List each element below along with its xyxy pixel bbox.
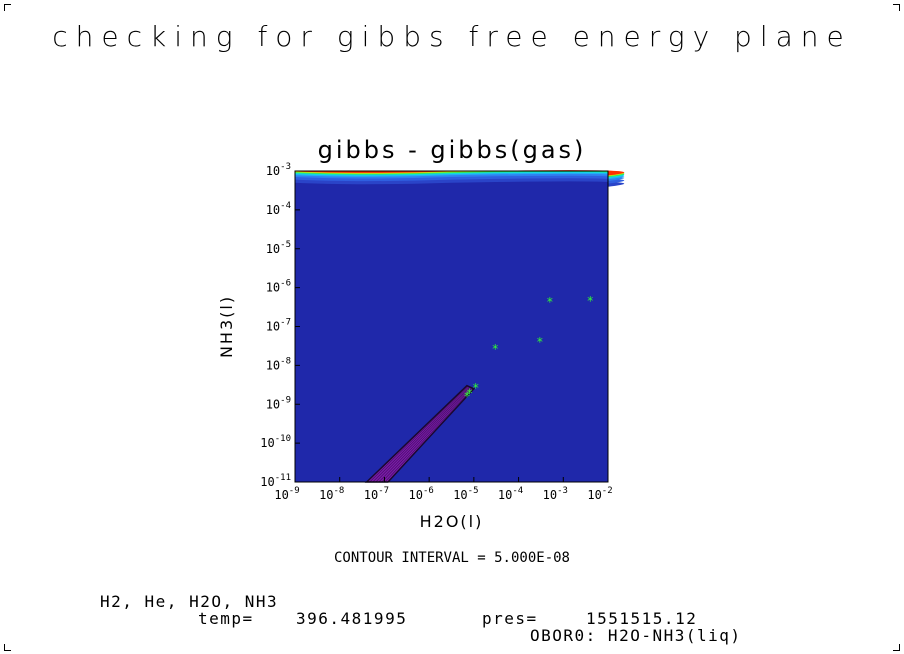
chart-title: gibbs - gibbs(gas) [317,136,587,164]
low-region-contour-line-4 [378,387,472,483]
marker-point-0: * [463,389,470,403]
y-axis-label: NH3(l) [217,295,236,358]
corner-mark-bottom-right [893,644,900,651]
x-tick-label-4: 10-5 [453,486,478,502]
x-tick-label-5: 10-4 [498,486,523,502]
y-tick-label-1: 10-10 [260,434,291,450]
low-region-contour-line-2 [372,386,470,483]
low-region-contour-line-5 [381,387,473,483]
y-tick-label-0: 10-11 [260,473,291,489]
x-tick-label-3: 10-6 [408,486,433,502]
corner-mark-top-left [4,4,11,11]
marker-point-2: * [472,381,479,395]
corner-mark-bottom-left [4,644,11,651]
x-tick-label-7: 10-2 [587,486,612,502]
marker-point-4: * [536,335,543,349]
low-region-contour-line-6 [384,388,474,483]
marker-point-1: * [466,387,473,401]
x-axis-label: H2O(l) [420,512,484,531]
marker-point-5: * [546,295,553,309]
low-region-contour-line-1 [369,385,469,483]
temperature-label: temp= [198,609,254,628]
x-tick-label-1: 10-8 [319,486,344,502]
y-tick-label-8: 10-3 [266,162,291,178]
low-region-contour-line-3 [375,386,471,483]
pressure-label: pres= [482,609,538,628]
page-title: checking for gibbs free energy plane [52,20,852,53]
y-tick-label-4: 10-7 [266,318,291,334]
plot-background [295,171,608,482]
x-tick-label-2: 10-7 [364,486,389,502]
y-tick-label-6: 10-5 [266,240,291,256]
corner-mark-top-right [893,4,900,11]
marker-point-6: * [587,294,594,308]
marker-point-3: * [492,342,499,356]
x-tick-label-0: 10-9 [274,486,299,502]
y-tick-label-2: 10-9 [266,395,291,411]
pressure-value: 1551515.12 [586,609,698,628]
y-tick-label-7: 10-4 [266,201,291,217]
model-label: OBOR0: H2O-NH3(liq) [530,626,742,645]
x-tick-label-6: 10-3 [543,486,568,502]
temperature-value: 396.481995 [296,609,408,628]
species-list: H2, He, H2O, NH3 [100,592,279,611]
y-tick-label-5: 10-6 [266,279,291,295]
contour-interval-label: CONTOUR INTERVAL = 5.000E-08 [333,550,570,566]
y-tick-label-3: 10-8 [266,356,291,372]
